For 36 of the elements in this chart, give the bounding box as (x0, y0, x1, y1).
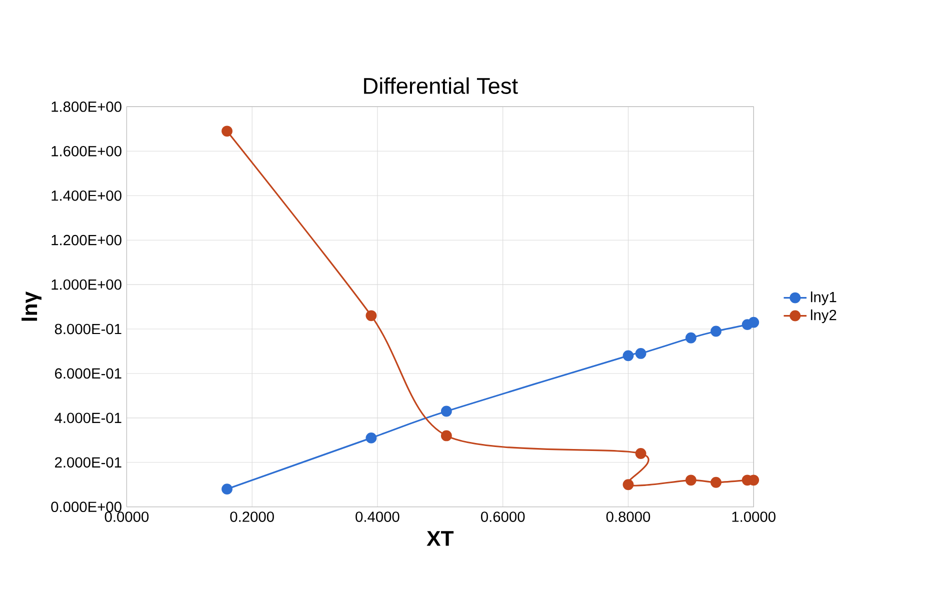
point (635, 348, 646, 359)
y-tick-label: 1.000E+00 (52, 279, 122, 290)
point (748, 316, 760, 328)
y-tick-label: 1.400E+00 (52, 190, 122, 201)
x-tick-label: 0.6000 (480, 511, 525, 522)
x-tick-label: 0.2000 (230, 511, 274, 522)
y-tick-label: 1.200E+00 (52, 234, 122, 246)
point (685, 474, 696, 486)
x-tick-label: 0.4000 (356, 511, 400, 522)
point (222, 126, 232, 137)
point (635, 448, 646, 459)
x-tick-label: 0.0000 (104, 511, 149, 522)
y-tick-label: 6.000E-01 (55, 368, 122, 379)
legend-label: lny2 (810, 309, 836, 323)
point (366, 432, 377, 444)
point (685, 332, 696, 344)
chart-title: Differential Test (364, 77, 518, 94)
y-tick-label: 1.800E+00 (52, 101, 122, 112)
y-tick-label: 2.000E-01 (55, 457, 122, 468)
x-axis-title: XT (426, 531, 454, 546)
y-axis-title: lnγ (22, 291, 42, 321)
y-tick-label: 0.000E+00 (51, 502, 122, 512)
point (710, 476, 722, 488)
point (222, 483, 232, 494)
point (622, 479, 634, 490)
point (440, 430, 452, 442)
x-tick-label: 1.0000 (732, 511, 776, 522)
y-tick-label: 1.600E+00 (52, 146, 122, 156)
point (710, 326, 722, 337)
x-tick-label: 0.8000 (606, 511, 650, 522)
y-tick-label: 8.000E-01 (54, 324, 122, 334)
point (622, 350, 634, 362)
point (440, 406, 452, 417)
point (366, 310, 377, 322)
legend-label: lny1 (810, 291, 836, 306)
y-tick-label: 4.000E-01 (54, 412, 122, 424)
